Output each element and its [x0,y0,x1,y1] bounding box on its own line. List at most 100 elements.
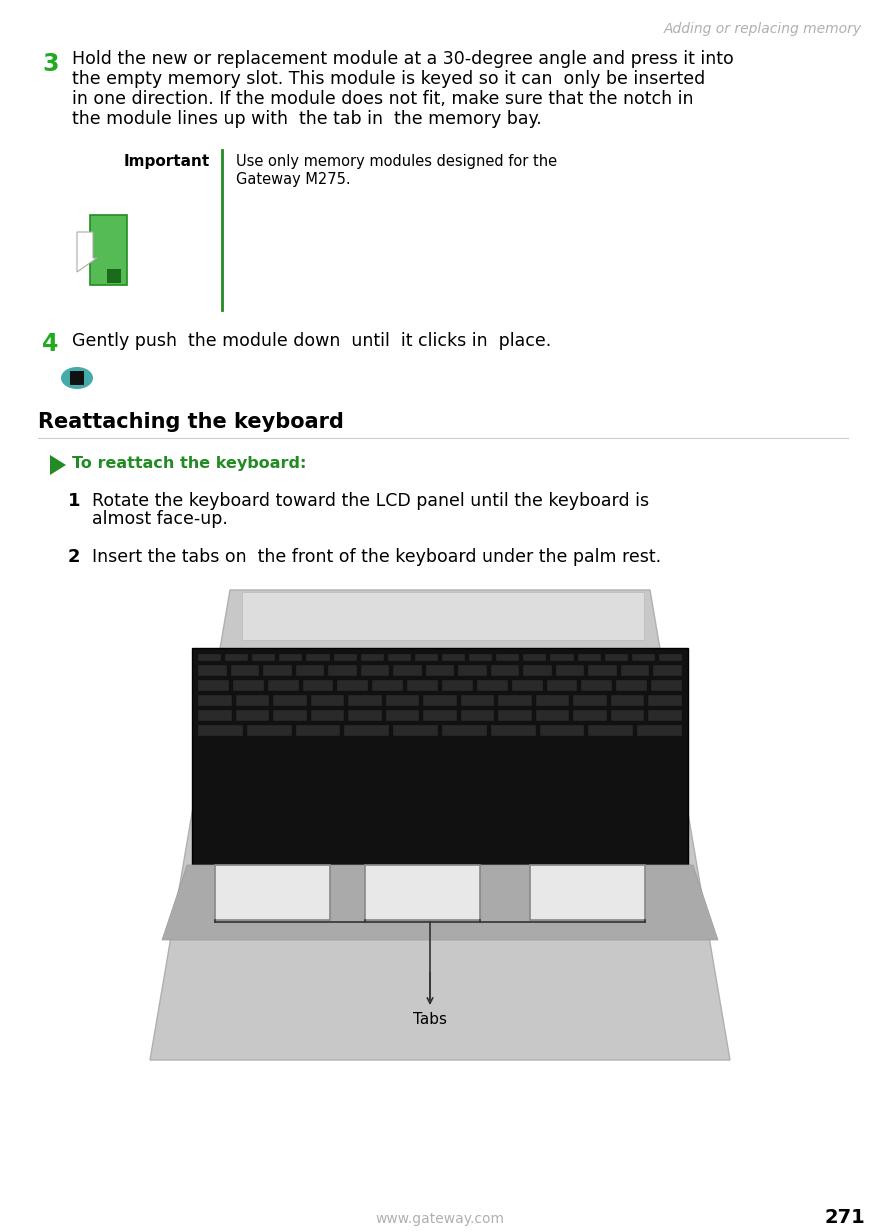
Bar [423,710,456,721]
Bar [233,680,263,691]
Text: Gently push  the module down  until  it clicks in  place.: Gently push the module down until it cli… [72,332,552,350]
Bar [496,654,519,661]
Bar [651,680,682,691]
Bar [198,725,243,736]
Bar [442,725,487,736]
Bar [659,654,682,661]
Bar [337,680,368,691]
Bar [530,865,645,920]
Bar [252,654,276,661]
Bar [536,710,569,721]
Bar [70,371,84,385]
Bar [393,725,438,736]
Bar [263,665,292,676]
Bar [415,654,438,661]
Bar [386,710,419,721]
Bar [574,696,607,707]
Text: 3: 3 [42,52,58,76]
Bar [198,665,226,676]
Polygon shape [90,215,127,286]
Text: 2: 2 [68,548,80,566]
Bar [442,654,465,661]
Text: Reattaching the keyboard: Reattaching the keyboard [38,412,344,432]
Polygon shape [150,590,730,1060]
Bar [311,710,344,721]
Bar [273,696,307,707]
Bar [611,696,645,707]
Bar [461,710,494,721]
Text: the module lines up with  the tab in  the memory bay.: the module lines up with the tab in the … [72,110,542,128]
Bar [632,654,655,661]
Bar [407,680,438,691]
Bar [442,680,473,691]
Bar [348,696,381,707]
Bar [307,654,329,661]
Text: almost face-up.: almost face-up. [92,510,228,528]
Bar [648,710,682,721]
Text: 4: 4 [42,332,58,356]
Bar [360,665,389,676]
Bar [192,648,688,865]
Bar [348,710,381,721]
Bar [426,665,455,676]
Text: Gateway M275.: Gateway M275. [236,172,351,187]
Bar [477,680,507,691]
Bar [499,710,532,721]
Bar [373,680,403,691]
Bar [578,654,601,661]
Bar [388,654,411,661]
Bar [556,665,584,676]
Bar [231,665,259,676]
Bar [512,680,543,691]
Text: 1: 1 [68,492,80,510]
Bar [279,654,302,661]
Bar [302,680,333,691]
Bar [611,710,645,721]
Bar [499,696,532,707]
Bar [226,654,248,661]
Bar [235,710,269,721]
Text: Hold the new or replacement module at a 30-degree angle and press it into: Hold the new or replacement module at a … [72,50,734,68]
Text: 271: 271 [825,1208,865,1227]
Bar [523,654,546,661]
Polygon shape [50,455,66,475]
Bar [654,665,682,676]
Bar [469,654,492,661]
Text: in one direction. If the module does not fit, make sure that the notch in: in one direction. If the module does not… [72,90,693,108]
Text: Use only memory modules designed for the: Use only memory modules designed for the [236,154,557,169]
Bar [458,665,487,676]
Bar [523,665,552,676]
Bar [215,865,330,920]
Bar [589,725,633,736]
Bar [539,725,584,736]
Text: Adding or replacing memory: Adding or replacing memory [664,22,862,36]
Bar [198,696,232,707]
Bar [551,654,574,661]
Bar [107,270,121,283]
Bar [617,680,648,691]
Bar [621,665,649,676]
Bar [637,725,682,736]
Bar [198,710,232,721]
Bar [311,696,344,707]
Bar [589,665,617,676]
Bar [365,865,480,920]
Text: Important: Important [123,154,210,169]
Ellipse shape [61,367,93,389]
Bar [491,665,519,676]
Text: Insert the tabs on  the front of the keyboard under the palm rest.: Insert the tabs on the front of the keyb… [92,548,661,566]
Bar [268,680,299,691]
Text: the empty memory slot. This module is keyed so it can  only be inserted: the empty memory slot. This module is ke… [72,70,706,87]
Bar [360,654,384,661]
Bar [604,654,628,661]
Text: To reattach the keyboard:: To reattach the keyboard: [72,455,307,471]
Polygon shape [77,231,97,272]
Bar [328,665,357,676]
Bar [574,710,607,721]
Bar [386,696,419,707]
Bar [273,710,307,721]
Bar [393,665,422,676]
Bar [344,725,389,736]
Bar [648,696,682,707]
Bar [491,725,536,736]
